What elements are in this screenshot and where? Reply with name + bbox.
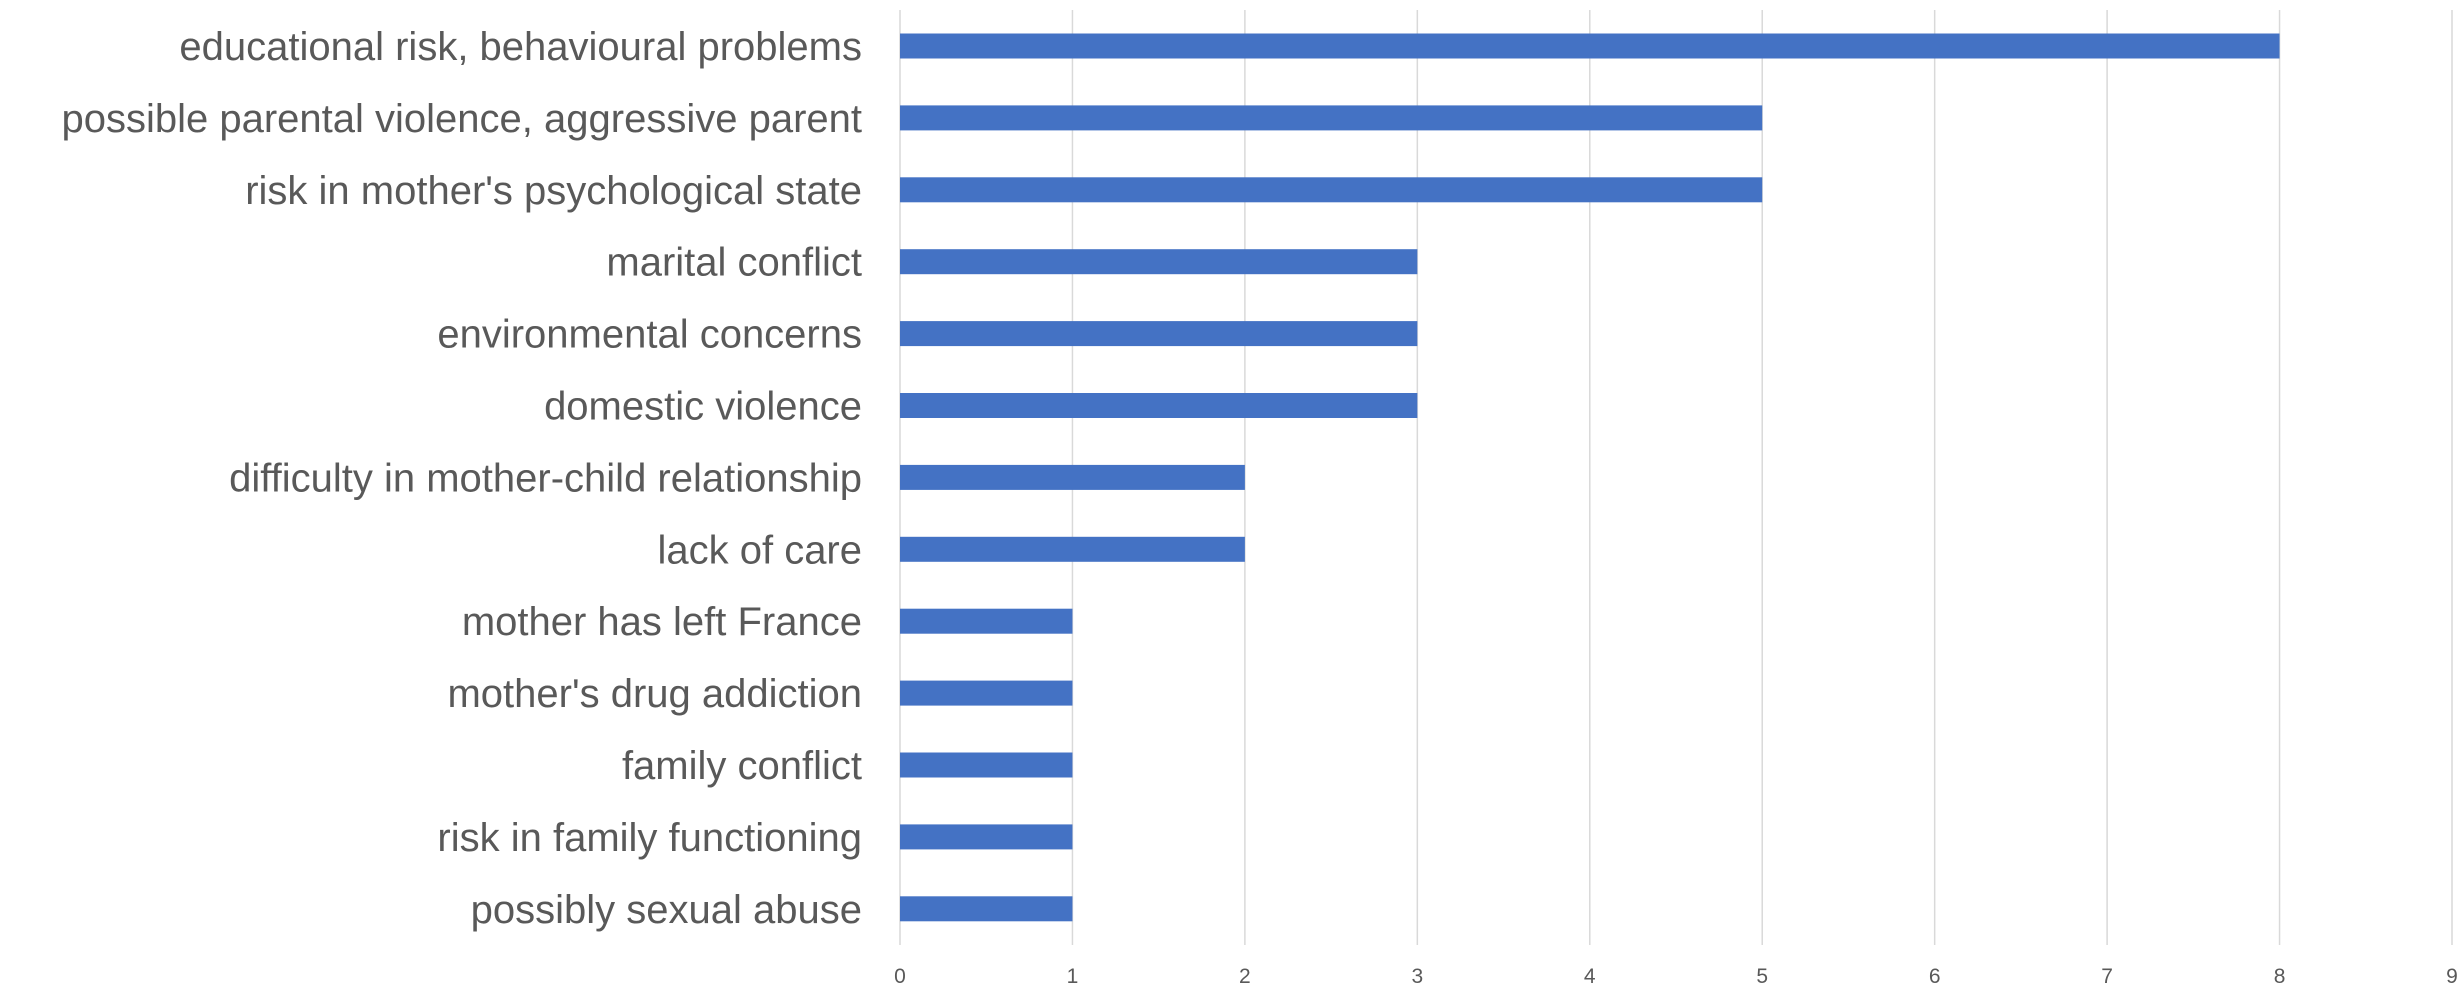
gridlines	[899, 10, 2453, 945]
category-label-11: family conflict	[622, 744, 862, 788]
bar-7	[900, 464, 1245, 490]
bar-1	[900, 33, 2280, 59]
category-label-4: marital conflict	[606, 241, 862, 285]
bars	[900, 33, 2280, 922]
bar-5	[900, 321, 1418, 347]
category-label-5: environmental concerns	[437, 313, 862, 357]
x-tick-label-2: 2	[1239, 965, 1251, 984]
category-label-6: domestic violence	[544, 385, 862, 429]
bar-13	[900, 896, 1073, 922]
bar-12	[900, 824, 1073, 850]
category-label-9: mother has left France	[462, 600, 862, 644]
x-tick-label-4: 4	[1584, 965, 1596, 984]
x-tick-label-1: 1	[1067, 965, 1079, 984]
bar-4	[900, 249, 1418, 275]
x-tick-label-7: 7	[2101, 965, 2113, 984]
category-label-8: lack of care	[657, 528, 862, 572]
category-label-1: educational risk, behavioural problems	[179, 25, 862, 69]
category-label-12: risk in family functioning	[437, 816, 862, 860]
x-tick-label-9: 9	[2446, 965, 2458, 984]
category-label-10: mother's drug addiction	[447, 672, 862, 716]
category-label-3: risk in mother's psychological state	[245, 169, 862, 213]
category-label-13: possibly sexual abuse	[471, 888, 862, 932]
bar-8	[900, 536, 1245, 562]
bar-2	[900, 105, 1763, 131]
x-tick-label-0: 0	[894, 965, 906, 984]
bar-3	[900, 177, 1763, 203]
category-label-2: possible parental violence, aggressive p…	[62, 97, 863, 141]
x-tick-label-8: 8	[2274, 965, 2286, 984]
category-label-7: difficulty in mother-child relationship	[229, 456, 862, 500]
bar-6	[900, 393, 1418, 418]
bar-9	[900, 608, 1073, 634]
x-tick-label-5: 5	[1756, 965, 1768, 984]
x-tick-label-3: 3	[1411, 965, 1423, 984]
category-labels: educational risk, behavioural problems po…	[62, 25, 863, 932]
bar-10	[900, 680, 1073, 706]
bar-11	[900, 752, 1073, 778]
x-axis-tick-labels: 0 1 2 3 4 5 6 7 8 9	[894, 965, 2458, 984]
x-tick-label-6: 6	[1929, 965, 1941, 984]
